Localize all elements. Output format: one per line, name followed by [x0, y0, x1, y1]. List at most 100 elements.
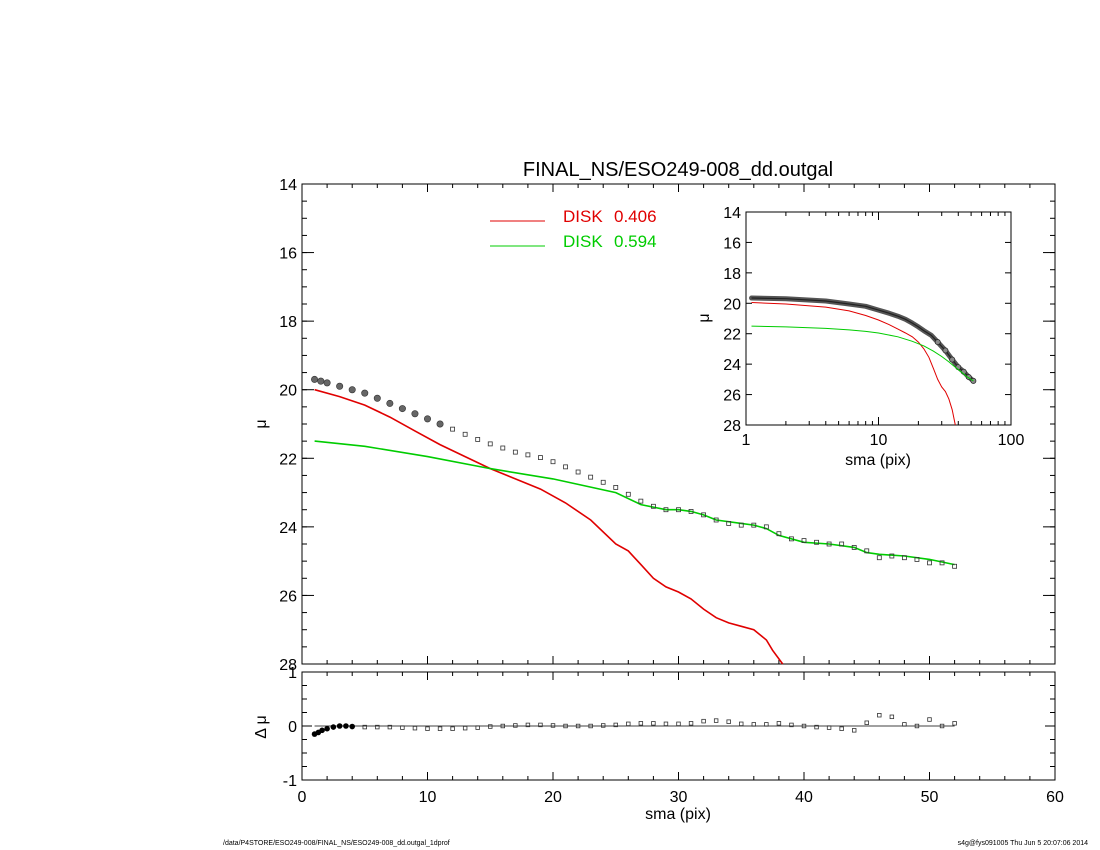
main-ticks: 14 16 18 20 22 24 26 28: [279, 177, 1056, 674]
inset-y-tick-label: 24: [723, 357, 741, 374]
inset-y-tick-label: 14: [723, 205, 741, 222]
data-point: [600, 479, 606, 485]
data-point: [348, 386, 356, 394]
residual-point: [336, 723, 343, 729]
inset-plot-frame: [745, 211, 1012, 426]
data-point: [826, 541, 832, 547]
legend-value-disk2: 0.594: [614, 232, 657, 251]
inset-panel: 1 10 100 14 16 18 20 22 24 26 28 sma (pix) μ: [696, 205, 1024, 469]
data-point: [952, 563, 957, 569]
residual-point: [877, 713, 882, 718]
inset-y-tick-label: 26: [723, 388, 741, 405]
inset-y-tick-label: 20: [723, 296, 741, 313]
residual-point: [852, 728, 857, 733]
legend-value-disk1: 0.406: [614, 207, 657, 226]
residual-series: [311, 713, 957, 737]
residual-point: [638, 721, 644, 726]
residual-point: [613, 722, 618, 728]
disk1-curve: [314, 388, 784, 665]
residual-point: [688, 721, 694, 726]
residual-y-tick-label: 0: [288, 719, 297, 736]
residual-point: [663, 721, 669, 727]
footer-left: /data/P4STORE/ESO249-008/FINAL_NS/ESO249…: [223, 840, 450, 847]
data-point: [663, 507, 669, 513]
data-point: [751, 522, 757, 528]
residual-point: [814, 724, 819, 730]
data-point: [864, 548, 870, 554]
residual-point: [601, 723, 606, 728]
data-point: [361, 389, 369, 397]
data-point: [676, 507, 681, 513]
main-panel: 14 16 18 20 22 24 26 28 μ DISK 0.406 DISK 0.594: [253, 177, 1056, 674]
residual-point: [914, 723, 920, 729]
residual-point: [588, 723, 593, 729]
residual-point: [375, 724, 380, 730]
data-point: [688, 509, 694, 514]
data-point: [939, 560, 945, 566]
data-point: [525, 452, 531, 458]
main-y-tick-label: 22: [279, 451, 297, 468]
data-point: [851, 545, 857, 550]
data-point: [411, 410, 419, 418]
residual-point: [927, 717, 932, 722]
legend-label-disk1: DISK: [563, 207, 603, 226]
residual-point: [839, 726, 844, 731]
inset-data-point: [934, 339, 941, 346]
residual-point: [651, 721, 656, 726]
inset-disk2-curve: [751, 325, 974, 382]
residual-x-tick-label: 60: [1046, 789, 1064, 806]
data-point: [323, 379, 331, 387]
data-point: [450, 426, 456, 432]
chart-title: FINAL_NS/ESO249-008_dd.outgal: [523, 159, 833, 181]
residual-point: [343, 723, 349, 729]
main-y-tick-label: 14: [279, 177, 297, 194]
residual-x-tick-label: 40: [795, 789, 813, 806]
data-point: [500, 445, 506, 451]
data-point: [575, 469, 581, 475]
inset-x-label: sma (pix): [845, 452, 911, 469]
residual-point: [525, 722, 531, 728]
inset-y-tick-label: 18: [723, 266, 741, 283]
data-point: [726, 521, 732, 526]
data-point: [538, 455, 543, 461]
residual-y-tick-label: -1: [283, 773, 297, 790]
data-point: [889, 553, 895, 559]
data-point: [839, 541, 845, 547]
inset-series: [749, 295, 977, 426]
residual-point: [801, 723, 807, 729]
data-point: [789, 536, 794, 542]
residual-x-tick-label: 0: [298, 789, 307, 806]
inset-y-tick-label: 22: [723, 327, 741, 344]
residual-x-label: sma (pix): [645, 806, 711, 823]
data-point: [713, 517, 719, 523]
residual-point: [952, 721, 957, 726]
data-point: [462, 431, 468, 437]
main-y-tick-label: 16: [279, 246, 297, 263]
data-point: [512, 449, 518, 455]
residual-point: [330, 724, 337, 730]
residual-point: [676, 721, 681, 727]
residual-point: [701, 718, 706, 724]
residual-point: [488, 724, 493, 729]
inset-x-tick-label: 10: [870, 432, 888, 449]
residual-point: [324, 725, 330, 732]
residual-x-tick-label: 10: [419, 789, 437, 806]
residual-point: [550, 723, 556, 728]
residual-point: [826, 725, 832, 730]
data-point: [738, 522, 744, 528]
residual-point: [751, 722, 756, 727]
residual-point: [475, 725, 480, 730]
data-point: [927, 560, 932, 566]
data-point: [311, 375, 319, 383]
residual-point: [437, 726, 443, 731]
residual-point: [626, 721, 631, 727]
inset-y-label: μ: [696, 313, 713, 322]
data-point: [563, 464, 568, 470]
legend: DISK 0.406 DISK 0.594: [490, 207, 657, 251]
footer-right: s4g@fys091005 Thu Jun 5 20:07:06 2014: [957, 840, 1088, 847]
residual-point: [400, 725, 405, 730]
data-point: [373, 394, 381, 402]
main-y-tick-label: 24: [279, 520, 297, 537]
residual-point: [764, 722, 769, 727]
